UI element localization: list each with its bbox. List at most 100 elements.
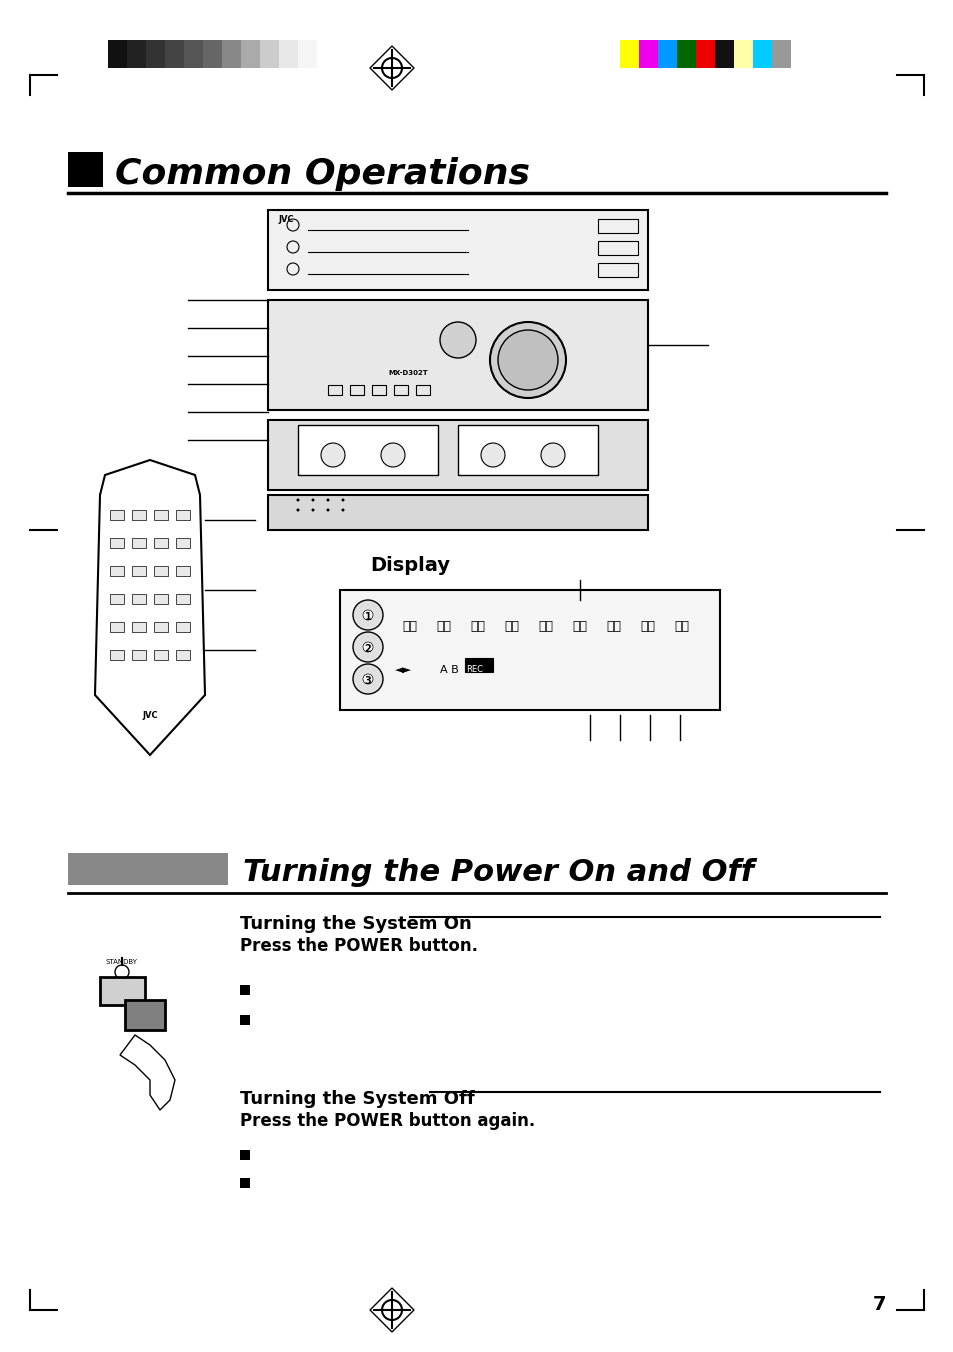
- Text: Display: Display: [370, 556, 450, 575]
- Bar: [100, 977, 145, 1005]
- Bar: [175, 650, 190, 660]
- Bar: [132, 650, 146, 660]
- Circle shape: [326, 499, 329, 502]
- Bar: [68, 151, 103, 187]
- Bar: [372, 385, 386, 395]
- Text: ᗑᗒ: ᗑᗒ: [470, 621, 485, 633]
- Bar: [125, 1000, 165, 1030]
- Bar: [132, 566, 146, 576]
- Text: ᗑᗒ: ᗑᗒ: [639, 621, 655, 633]
- Circle shape: [341, 508, 344, 511]
- Bar: [752, 41, 771, 68]
- Bar: [110, 650, 124, 660]
- Circle shape: [312, 508, 314, 511]
- Text: ᗑᗒ: ᗑᗒ: [537, 621, 553, 633]
- Text: Turning the System Off: Turning the System Off: [240, 1090, 475, 1109]
- Bar: [416, 385, 430, 395]
- Bar: [297, 425, 437, 475]
- Bar: [696, 41, 714, 68]
- Polygon shape: [95, 460, 205, 754]
- Text: ᗑᗒ: ᗑᗒ: [436, 621, 451, 633]
- Text: 1: 1: [364, 612, 371, 622]
- Circle shape: [326, 508, 329, 511]
- Bar: [110, 594, 124, 604]
- Circle shape: [380, 443, 405, 466]
- Bar: [240, 1151, 250, 1160]
- Text: REC: REC: [465, 665, 482, 675]
- Bar: [110, 622, 124, 631]
- Bar: [394, 385, 408, 395]
- Text: ᗑᗒ: ᗑᗒ: [402, 621, 417, 633]
- Text: ᗑᗒ: ᗑᗒ: [504, 621, 519, 633]
- Circle shape: [353, 664, 382, 694]
- Bar: [165, 41, 184, 68]
- Bar: [733, 41, 752, 68]
- Bar: [146, 41, 165, 68]
- Bar: [328, 385, 341, 395]
- Bar: [260, 41, 278, 68]
- Bar: [110, 566, 124, 576]
- Bar: [240, 1015, 250, 1025]
- Bar: [127, 41, 146, 68]
- Bar: [153, 622, 168, 631]
- Text: ᗑᗒ: ᗑᗒ: [674, 621, 689, 633]
- Bar: [268, 495, 647, 530]
- Circle shape: [296, 508, 299, 511]
- Bar: [222, 41, 241, 68]
- Bar: [658, 41, 677, 68]
- Bar: [175, 594, 190, 604]
- Bar: [339, 589, 720, 710]
- Bar: [241, 41, 260, 68]
- Circle shape: [353, 631, 382, 662]
- Bar: [132, 622, 146, 631]
- Bar: [153, 538, 168, 548]
- Bar: [639, 41, 658, 68]
- Bar: [175, 566, 190, 576]
- Bar: [132, 538, 146, 548]
- Circle shape: [497, 330, 558, 389]
- Text: STANDBY: STANDBY: [106, 959, 138, 965]
- Bar: [132, 594, 146, 604]
- Text: Turning the System On: Turning the System On: [240, 915, 471, 933]
- Bar: [598, 241, 638, 256]
- Bar: [68, 853, 228, 886]
- Polygon shape: [120, 1036, 174, 1110]
- Bar: [203, 41, 222, 68]
- Bar: [108, 41, 127, 68]
- Text: A B: A B: [439, 665, 458, 675]
- Bar: [110, 538, 124, 548]
- Circle shape: [363, 675, 373, 684]
- Circle shape: [439, 322, 476, 358]
- Bar: [153, 510, 168, 521]
- Bar: [175, 538, 190, 548]
- Text: ◄►: ◄►: [395, 665, 412, 675]
- Circle shape: [312, 499, 314, 502]
- Bar: [598, 219, 638, 233]
- Bar: [771, 41, 790, 68]
- Text: 7: 7: [872, 1295, 885, 1314]
- Bar: [268, 420, 647, 489]
- Text: JVC: JVC: [142, 711, 157, 721]
- Text: ᗑᗒ: ᗑᗒ: [572, 621, 587, 633]
- Circle shape: [363, 642, 373, 652]
- Text: JVC: JVC: [277, 215, 294, 224]
- Bar: [598, 264, 638, 277]
- Bar: [677, 41, 696, 68]
- Bar: [184, 41, 203, 68]
- Circle shape: [320, 443, 345, 466]
- Circle shape: [480, 443, 504, 466]
- Bar: [175, 510, 190, 521]
- Circle shape: [363, 610, 373, 621]
- Text: Turning the Power On and Off: Turning the Power On and Off: [243, 859, 753, 887]
- Bar: [268, 300, 647, 410]
- Bar: [110, 510, 124, 521]
- Bar: [132, 510, 146, 521]
- Bar: [153, 594, 168, 604]
- Circle shape: [341, 499, 344, 502]
- Circle shape: [490, 322, 565, 397]
- Text: MX-D302T: MX-D302T: [388, 370, 427, 376]
- Bar: [240, 1178, 250, 1188]
- Bar: [350, 385, 364, 395]
- Text: Press the POWER button.: Press the POWER button.: [240, 937, 477, 955]
- Text: 2: 2: [364, 644, 371, 654]
